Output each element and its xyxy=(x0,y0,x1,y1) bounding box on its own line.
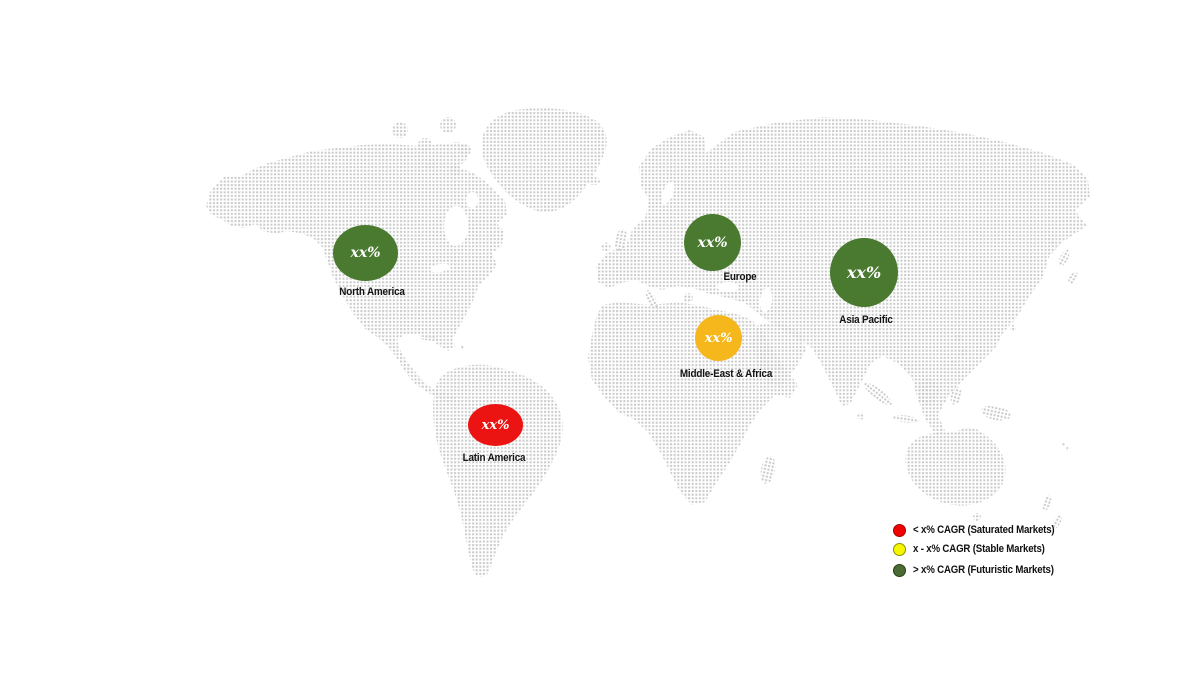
legend-item-saturated: < x% CAGR (Saturated Markets) xyxy=(893,523,1074,537)
region-bubble-europe: xx% xyxy=(684,214,741,271)
legend-dot-stable-icon xyxy=(893,542,906,556)
legend: < x% CAGR (Saturated Markets) x - x% CAG… xyxy=(893,523,1074,577)
region-label-north-america: North America xyxy=(339,286,405,298)
region-bubble-asia-pacific: xx% xyxy=(830,238,898,307)
region-bubble-north-america: xx% xyxy=(333,225,398,281)
continents xyxy=(206,108,1090,577)
region-label-middle-east-africa: Middle-East & Africa xyxy=(679,368,773,380)
continent-australia xyxy=(905,426,1006,506)
region-label-latin-america: Latin America xyxy=(462,452,526,464)
legend-item-stable: x - x% CAGR (Stable Markets) xyxy=(893,542,1074,556)
region-label-asia-pacific: Asia Pacific xyxy=(839,314,893,326)
region-value-middle-east-africa: xx% xyxy=(704,330,733,346)
legend-dot-saturated-icon xyxy=(893,523,906,537)
region-value-latin-america: xx% xyxy=(481,417,510,433)
region-label-europe: Europe xyxy=(723,271,757,283)
region-bubble-middle-east-africa: xx% xyxy=(695,315,742,361)
region-value-north-america: xx% xyxy=(350,245,381,261)
region-value-asia-pacific: xx% xyxy=(846,262,882,282)
legend-dot-futuristic-icon xyxy=(893,563,906,577)
legend-label-stable: x - x% CAGR (Stable Markets) xyxy=(913,543,1045,555)
continent-south-america xyxy=(432,364,563,577)
continent-greenland xyxy=(481,108,607,213)
legend-item-futuristic: > x% CAGR (Futuristic Markets) xyxy=(893,563,1074,577)
legend-label-futuristic: > x% CAGR (Futuristic Markets) xyxy=(913,564,1054,576)
region-value-europe: xx% xyxy=(697,234,728,251)
water-cutouts xyxy=(430,181,773,312)
region-bubble-latin-america: xx% xyxy=(468,404,523,446)
arabian-peninsula xyxy=(751,322,806,387)
legend-label-saturated: < x% CAGR (Saturated Markets) xyxy=(913,524,1055,536)
continent-africa xyxy=(588,302,798,505)
